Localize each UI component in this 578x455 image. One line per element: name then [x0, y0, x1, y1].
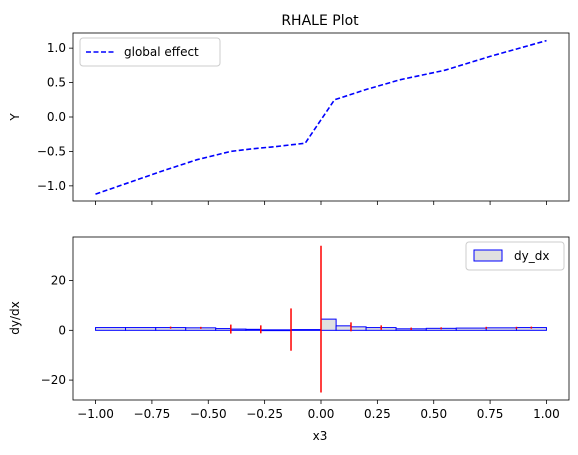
histogram-bar: [485, 327, 517, 331]
bottom-x-tick-label: 0.50: [420, 407, 447, 421]
histogram-bar: [320, 318, 337, 331]
bottom-x-axis-label: x3: [313, 429, 328, 443]
bottom-x-tick-label: −0.50: [190, 407, 227, 421]
bottom-x-tick-label: −0.25: [246, 407, 283, 421]
histogram-bar: [95, 327, 127, 331]
bottom-x-tick-label: 1.00: [533, 407, 560, 421]
series-line-global-effect: [95, 39, 547, 195]
top-y-ticks: −1.0 −0.5 0.0 0.5 1.0: [37, 41, 73, 193]
bottom-legend-box: [465, 241, 565, 271]
bottom-y-ticks: −20 0 20: [41, 274, 73, 387]
top-legend: global effect: [79, 37, 221, 67]
histogram-bar: [125, 327, 157, 331]
bottom-y-tick-label: −20: [41, 373, 66, 387]
bottom-y-axis-label: dy/dx: [8, 301, 22, 334]
bottom-x-ticks: −1.00 −0.75 −0.50 −0.25 0.00 0.25 0.50 0.75 1.00: [77, 400, 560, 421]
top-subplot: RHALE Plot Y −1.0 −0.5 0.0 0.5 1.0 global ef…: [8, 13, 570, 205]
histogram-bar: [245, 328, 262, 331]
histogram-bar: [215, 328, 232, 331]
bottom-legend-label: dy_dx: [514, 249, 549, 263]
bottom-y-tick-label: 20: [51, 274, 66, 288]
bottom-x-tick-label: −0.75: [134, 407, 171, 421]
top-y-tick-label: 0.5: [47, 76, 66, 90]
histogram-bar: [335, 325, 352, 331]
top-series-layer: [95, 39, 547, 195]
histogram-bar: [230, 328, 247, 331]
histogram-bar: [260, 329, 292, 332]
bottom-x-tick-label: 0.25: [364, 407, 391, 421]
top-legend-label: global effect: [124, 45, 199, 59]
top-y-tick-label: 1.0: [47, 41, 66, 55]
top-x-ticks: [95, 201, 547, 205]
top-chart-title: RHALE Plot: [281, 13, 359, 29]
bottom-x-tick-label: 0.75: [477, 407, 504, 421]
bottom-legend-swatch: [473, 249, 503, 262]
bottom-legend: dy_dx: [465, 241, 565, 271]
histogram-bar: [455, 327, 487, 331]
top-y-axis-label: Y: [8, 113, 22, 122]
bottom-x-tick-label: 0.00: [308, 407, 335, 421]
bottom-y-tick-label: 0: [58, 323, 66, 337]
top-y-tick-label: −0.5: [37, 144, 66, 158]
top-y-tick-label: 0.0: [47, 110, 66, 124]
histogram-bar: [350, 326, 367, 331]
histogram-bar: [290, 329, 322, 331]
top-y-tick-label: −1.0: [37, 179, 66, 193]
bottom-errorbars-layer: [169, 245, 533, 393]
bottom-x-tick-label: −1.00: [77, 407, 114, 421]
bottom-subplot: dy/dx x3 −20 0 20 −1.00 −0.75 −0.50 −0.25 0.00…: [8, 236, 570, 443]
top-legend-box: [79, 37, 221, 67]
